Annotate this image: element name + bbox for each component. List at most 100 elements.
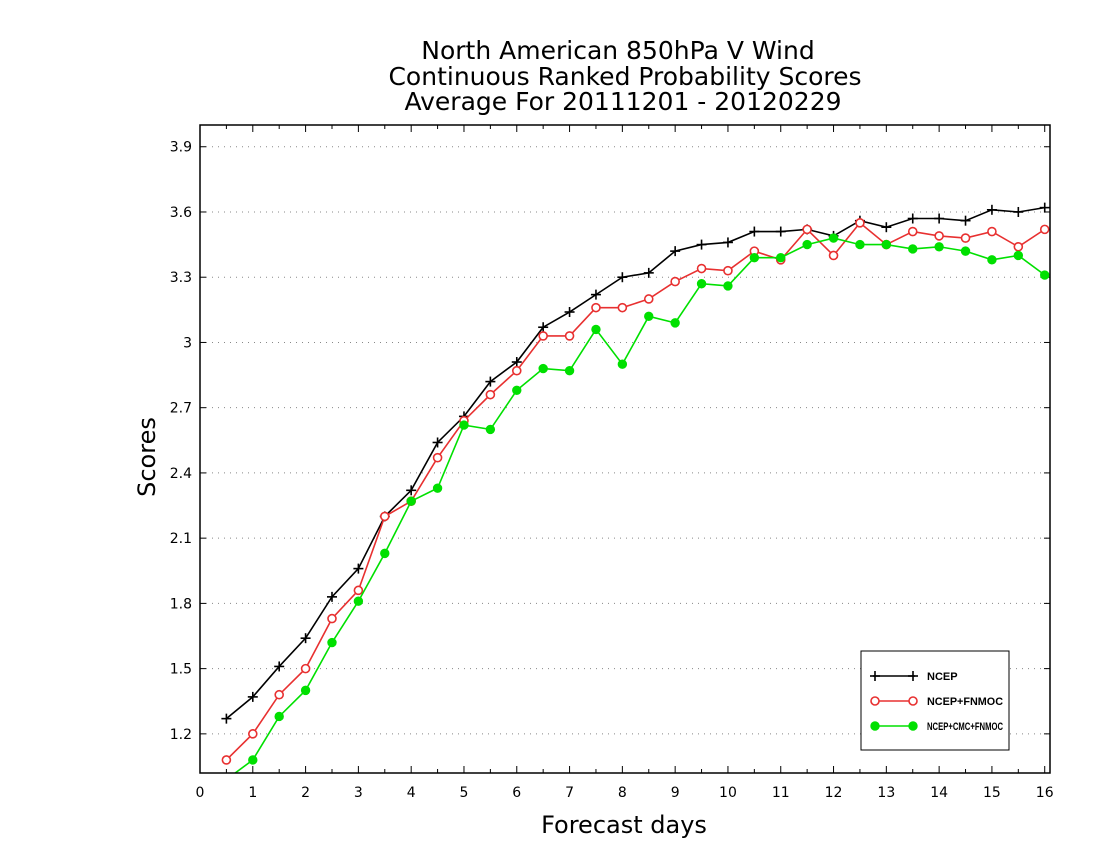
data-point: [538, 363, 548, 374]
legend-marker: [870, 721, 880, 731]
grid: [200, 146, 1050, 735]
data-point: [222, 775, 230, 783]
y-tick-label: 1.2: [170, 727, 192, 743]
data-point: [934, 213, 945, 224]
data-point: [406, 485, 417, 496]
y-tick-label: 3: [183, 335, 192, 351]
legend-label: NCEP+FNMOC: [927, 696, 1003, 708]
data-point: [907, 213, 918, 224]
data-point: [327, 613, 337, 624]
data-point: [722, 237, 733, 248]
data-point: [353, 563, 364, 574]
legend: NCEP NCEP+FNMOC NCEP+CMC+FNMOC: [860, 650, 1010, 751]
x-tick-label: 1: [248, 785, 257, 801]
data-point: [934, 231, 944, 241]
data-point: [986, 204, 997, 215]
data-point: [300, 633, 311, 644]
data-point: [617, 359, 628, 369]
y-tick-label: 3.3: [170, 270, 192, 286]
chart-title-line-1: North American 850hPa V Wind: [421, 36, 814, 65]
data-point: [802, 239, 812, 250]
data-point: [590, 289, 601, 300]
data-point: [379, 511, 390, 522]
data-point: [485, 424, 496, 435]
data-point: [723, 265, 733, 276]
y-tick-label: 2.4: [170, 466, 192, 482]
data-point: [247, 691, 258, 702]
y-tick-label: 3.9: [170, 140, 192, 156]
data-point: [459, 420, 469, 430]
x-tick-label: 12: [825, 785, 843, 801]
x-tick-label: 10: [719, 785, 737, 801]
data-point: [327, 637, 337, 648]
data-point: [934, 242, 944, 252]
x-tick-label: 4: [407, 785, 416, 801]
series-layer: [221, 202, 1050, 783]
data-point: [485, 376, 496, 387]
data-point: [300, 685, 311, 696]
x-tick-label: 15: [983, 785, 1001, 801]
data-point: [432, 483, 443, 493]
y-tick-label: 1.8: [170, 596, 192, 612]
data-point: [511, 357, 522, 368]
data-point: [1013, 241, 1024, 252]
data-point: [432, 452, 443, 463]
data-point: [828, 233, 839, 243]
x-tick-label: 7: [565, 785, 574, 801]
x-tick-label: 6: [512, 785, 521, 801]
y-tick-label: 2.1: [170, 531, 192, 547]
chart-title-line-2: Continuous Ranked Probability Scores: [388, 62, 861, 91]
data-point: [1040, 270, 1050, 280]
data-point: [248, 755, 258, 765]
data-point: [696, 263, 707, 274]
series-0: [221, 202, 1050, 724]
legend-marker: [908, 721, 918, 731]
data-point: [670, 246, 681, 257]
data-point: [432, 437, 443, 448]
data-point: [987, 226, 997, 237]
data-point: [538, 322, 549, 333]
data-point: [617, 302, 628, 313]
data-point: [696, 239, 707, 250]
data-point: [908, 244, 918, 254]
data-point: [221, 755, 232, 765]
data-point: [802, 224, 812, 235]
series-line: [225, 206, 1045, 720]
data-point: [987, 255, 997, 265]
data-point: [670, 318, 680, 328]
data-point: [749, 226, 760, 237]
data-point: [828, 250, 839, 261]
data-point: [1039, 202, 1050, 213]
data-point: [247, 729, 258, 739]
data-point: [775, 226, 786, 237]
legend-marker: [870, 696, 880, 706]
y-tick-label: 1.5: [170, 662, 192, 678]
data-point: [643, 267, 654, 278]
x-axis-label: Forecast days: [541, 811, 707, 839]
data-point: [881, 222, 892, 233]
data-point: [353, 585, 364, 596]
data-point: [960, 215, 971, 226]
x-tick-label: 14: [930, 785, 948, 801]
x-axis-ticks: 0 1 2 3 4 5 6 7 8 9 10 11 12 13 14 15 16: [196, 125, 1054, 801]
legend-marker: [908, 671, 918, 681]
x-tick-label: 13: [877, 785, 895, 801]
x-tick-label: 0: [196, 785, 205, 801]
y-tick-label: 2.7: [170, 401, 192, 417]
x-tick-label: 16: [1036, 785, 1054, 801]
data-point: [221, 713, 232, 724]
legend-item: NCEP+CMC+FNMOC: [870, 721, 1003, 733]
data-point: [300, 663, 311, 674]
x-tick-label: 3: [354, 785, 363, 801]
y-axis-ticks: 1.2 1.5 1.8 2.1 2.4 2.7 3 3.3 3.6 3.9: [170, 140, 1050, 743]
data-point: [406, 496, 416, 506]
data-point: [723, 281, 733, 291]
data-point: [960, 233, 971, 243]
y-tick-label: 3.6: [170, 205, 192, 221]
x-tick-label: 9: [671, 785, 680, 801]
x-tick-label: 2: [301, 785, 310, 801]
plot-frame: [199, 124, 1051, 774]
data-point: [749, 252, 760, 263]
data-point: [670, 276, 680, 287]
